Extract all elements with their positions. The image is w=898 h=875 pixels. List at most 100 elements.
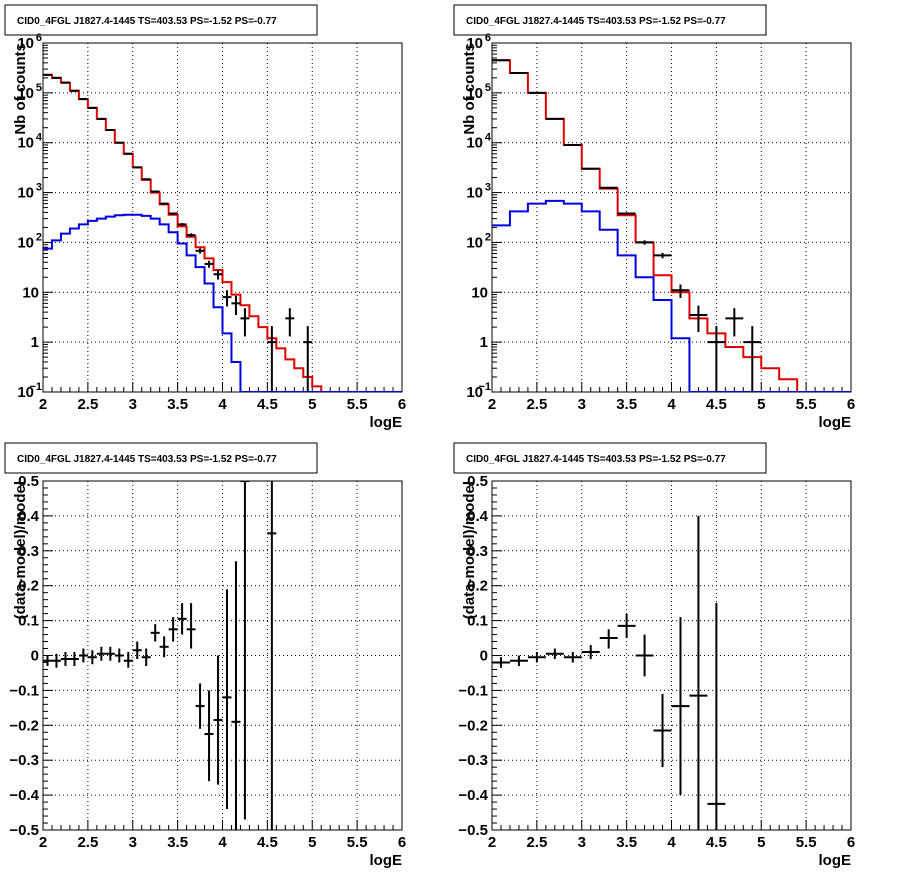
y-tick-exponent: 2 — [36, 231, 42, 243]
x-tick-label: 4 — [218, 834, 227, 851]
component-histogram — [492, 199, 851, 392]
y-tick-label: 10 — [466, 35, 483, 52]
x-tick-label: 4 — [667, 834, 676, 851]
x-tick-label: 2.5 — [77, 396, 98, 413]
data-layer — [492, 59, 851, 392]
x-axis-title: logE — [370, 852, 403, 869]
y-axis-title: (data-model)/model — [12, 481, 29, 619]
x-tick-label: 3 — [578, 396, 586, 413]
x-tick-label: 4.5 — [706, 834, 727, 851]
y-tick-label: 10 — [17, 234, 34, 251]
x-tick-label: 5 — [308, 396, 316, 413]
panel-residuals-left: CID0_4FGL J1827.4-1445 TS=403.53 PS=-1.5… — [4, 442, 406, 869]
y-tick-label: 10 — [466, 85, 483, 102]
y-tick-label: 10 — [471, 284, 488, 301]
x-tick-label: 3 — [578, 834, 586, 851]
y-tick-label: 0.5 — [18, 473, 39, 490]
y-tick-label: −0.4 — [9, 787, 39, 804]
y-tick-label: 10 — [466, 135, 483, 152]
x-tick-label: 3 — [129, 834, 137, 851]
x-tick-label: 5.5 — [796, 834, 817, 851]
data-layer — [492, 515, 726, 830]
y-axis-title: (data-model)/model — [461, 481, 478, 619]
x-tick-label: 6 — [847, 834, 855, 851]
x-tick-label: 6 — [847, 396, 855, 413]
y-tick-exponent: 5 — [485, 82, 491, 94]
panel-counts-right: CID0_4FGL J1827.4-1445 TS=403.53 PS=-1.5… — [453, 4, 855, 431]
y-tick-label: −0.5 — [458, 822, 488, 839]
x-tick-label: 4 — [218, 396, 227, 413]
title-box — [4, 4, 318, 36]
y-tick-label: 0.4 — [467, 508, 489, 525]
data-layer — [43, 73, 402, 392]
x-axis-title: logE — [370, 414, 403, 431]
y-tick-label: 10 — [17, 135, 34, 152]
y-tick-label: 0 — [31, 648, 39, 665]
y-tick-label: −0.2 — [9, 717, 39, 734]
y-tick-label: 0.1 — [467, 613, 488, 630]
y-tick-label: 10 — [17, 384, 34, 401]
title-box — [4, 442, 318, 474]
x-tick-label: 3 — [129, 396, 137, 413]
y-tick-exponent: 3 — [485, 182, 491, 194]
chart-title: CID0_4FGL J1827.4-1445 TS=403.53 PS=-1.5… — [466, 454, 726, 465]
component-histogram — [43, 213, 402, 392]
x-tick-label: 6 — [398, 396, 406, 413]
y-tick-label: 1 — [31, 334, 39, 351]
y-tick-label: −0.5 — [9, 822, 39, 839]
x-tick-label: 2 — [39, 834, 47, 851]
x-axis-title: logE — [819, 414, 852, 431]
y-tick-label: 0.1 — [18, 613, 39, 630]
y-tick-label: 10 — [17, 35, 34, 52]
y-tick-label: −0.1 — [9, 682, 39, 699]
y-tick-exponent: 2 — [485, 231, 491, 243]
x-tick-label: 4 — [667, 396, 676, 413]
model-histogram — [43, 73, 402, 392]
title-box — [453, 4, 767, 36]
x-tick-label: 3.5 — [167, 834, 188, 851]
x-tick-label: 2.5 — [526, 396, 547, 413]
y-tick-label: 10 — [466, 185, 483, 202]
y-tick-exponent: −1 — [478, 381, 491, 393]
panel-counts-left: CID0_4FGL J1827.4-1445 TS=403.53 PS=-1.5… — [4, 4, 406, 431]
y-tick-label: 10 — [466, 234, 483, 251]
x-tick-label: 5.5 — [796, 396, 817, 413]
x-tick-label: 6 — [398, 834, 406, 851]
y-tick-label: 10 — [466, 384, 483, 401]
y-tick-label: −0.3 — [458, 752, 488, 769]
x-tick-label: 4.5 — [257, 834, 278, 851]
y-axis-title: Nb of counts — [12, 43, 29, 135]
y-tick-label: −0.3 — [9, 752, 39, 769]
y-tick-label: 0.4 — [18, 508, 40, 525]
y-tick-label: 0.3 — [467, 543, 488, 560]
y-tick-exponent: −1 — [29, 381, 42, 393]
y-tick-exponent: 6 — [36, 32, 42, 44]
chart-title: CID0_4FGL J1827.4-1445 TS=403.53 PS=-1.5… — [17, 16, 277, 27]
y-tick-label: −0.2 — [458, 717, 488, 734]
y-tick-exponent: 4 — [36, 132, 43, 144]
y-tick-label: 0.5 — [467, 473, 488, 490]
y-tick-label: 10 — [22, 284, 39, 301]
x-tick-label: 5 — [757, 396, 765, 413]
data-layer — [43, 481, 277, 830]
y-tick-label: 1 — [480, 334, 488, 351]
x-tick-label: 4.5 — [257, 396, 278, 413]
x-tick-label: 5 — [757, 834, 765, 851]
y-axis-title: Nb of counts — [461, 43, 478, 135]
x-tick-label: 3.5 — [616, 834, 637, 851]
x-tick-label: 5.5 — [347, 396, 368, 413]
x-tick-label: 3.5 — [616, 396, 637, 413]
y-tick-label: 0.2 — [18, 578, 39, 595]
x-tick-label: 2.5 — [77, 834, 98, 851]
x-tick-label: 2.5 — [526, 834, 547, 851]
x-tick-label: 5 — [308, 834, 316, 851]
x-tick-label: 2 — [488, 396, 496, 413]
x-tick-label: 3.5 — [167, 396, 188, 413]
x-tick-label: 4.5 — [706, 396, 727, 413]
title-box — [453, 442, 767, 474]
x-tick-label: 5.5 — [347, 834, 368, 851]
y-tick-exponent: 5 — [36, 82, 42, 94]
y-tick-label: 10 — [17, 85, 34, 102]
